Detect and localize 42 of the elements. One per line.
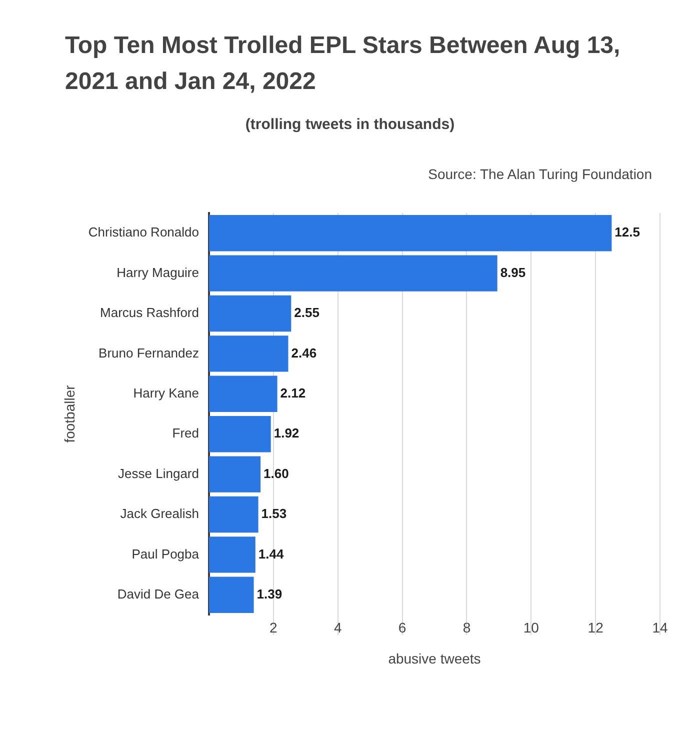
data-label: 1.44: [258, 546, 284, 562]
bar: [209, 215, 612, 252]
bar: [209, 336, 288, 372]
y-tick-label: David De Gea: [117, 586, 200, 602]
bar: [209, 255, 498, 292]
chart-subtitle: (trolling tweets in thousands): [244, 116, 456, 133]
source-note: Source: The Alan Turing Foundation: [428, 166, 652, 182]
y-tick-label: Fred: [172, 426, 199, 441]
bar: [209, 376, 278, 412]
data-label: 2.12: [280, 385, 306, 400]
x-tick-label: 14: [652, 619, 668, 636]
data-label: 2.55: [294, 305, 320, 320]
y-tick-label: Harry Maguire: [116, 264, 199, 280]
x-axis-title: abusive tweets: [388, 650, 481, 666]
y-tick-label: Jack Grealish: [120, 506, 199, 522]
bar: [209, 295, 292, 332]
y-tick-label: Bruno Fernandez: [98, 345, 199, 360]
y-tick-label: Harry Kane: [133, 385, 199, 400]
x-tick-label: 12: [588, 619, 604, 636]
data-label: 1.53: [261, 506, 287, 522]
bar: [209, 496, 258, 533]
y-axis-title: footballer: [61, 384, 78, 443]
data-label: 1.39: [256, 586, 282, 602]
data-label: 2.46: [291, 345, 317, 360]
data-label: 8.95: [500, 264, 526, 280]
bar: [209, 536, 256, 573]
x-tick-label: 8: [462, 619, 471, 636]
bar: [209, 456, 261, 492]
y-tick-label: Paul Pogba: [132, 546, 200, 562]
data-label: 1.92: [274, 426, 300, 441]
x-tick-label: 6: [398, 619, 406, 636]
x-tick-label: 2: [270, 619, 278, 636]
data-label: 12.5: [614, 224, 640, 240]
chart-title: Top Ten Most Trolled EPL Stars Between Aug 13, 2021 and Jan 24, 2022: [65, 31, 622, 97]
bar: [209, 416, 271, 452]
data-label: 1.60: [264, 466, 289, 481]
y-tick-label: Jesse Lingard: [118, 466, 199, 481]
x-tick-label: 10: [523, 619, 540, 636]
x-tick-label: 4: [334, 619, 342, 636]
y-tick-label: Christiano Ronaldo: [88, 224, 199, 240]
bar: [209, 576, 254, 613]
y-tick-label: Marcus Rashford: [100, 305, 199, 320]
